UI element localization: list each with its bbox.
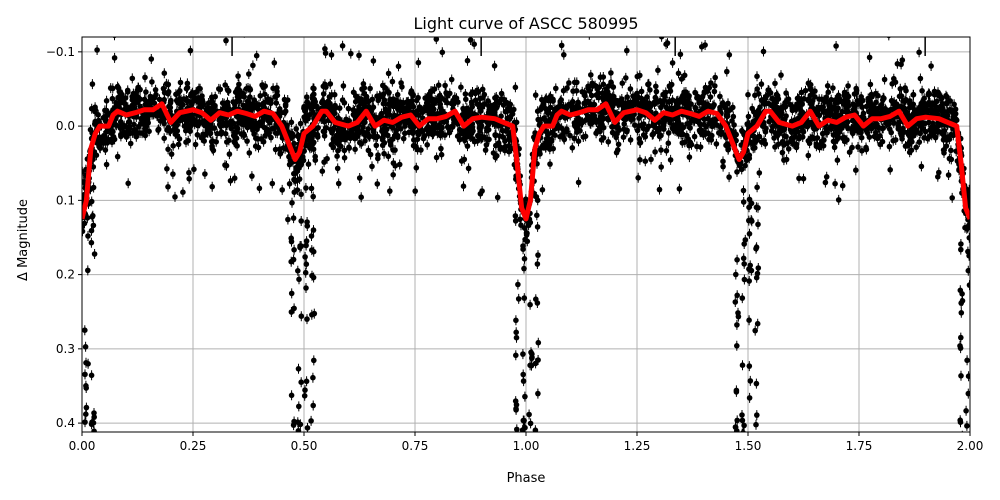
x-tick-label: 0.00 (69, 439, 96, 453)
y-tick-label: 0.1 (56, 193, 75, 207)
data-point (520, 432, 526, 438)
x-tick-label: 0.50 (291, 439, 318, 453)
y-tick-label: 0.2 (56, 268, 75, 282)
x-axis-label: Phase (507, 471, 546, 486)
y-tick-label: 0.4 (56, 416, 75, 430)
y-tick-label: 0.3 (56, 342, 75, 356)
y-tick-label: −0.1 (46, 45, 75, 59)
x-tick-label: 1.50 (735, 439, 762, 453)
x-tick-label: 1.00 (513, 439, 540, 453)
data-point (960, 433, 966, 439)
chart-title: Light curve of ASCC 580995 (413, 14, 638, 33)
y-tick-label: 0.0 (56, 119, 75, 133)
data-point (242, 30, 248, 36)
x-tick-label: 0.75 (402, 439, 429, 453)
x-tick-label: 1.25 (624, 439, 651, 453)
x-tick-label: 1.75 (846, 439, 873, 453)
phase-markers (231, 37, 926, 56)
x-tick-label: 0.25 (180, 439, 207, 453)
y-axis-label: Δ Magnitude (16, 199, 31, 281)
x-tick-label: 2.00 (957, 439, 984, 453)
